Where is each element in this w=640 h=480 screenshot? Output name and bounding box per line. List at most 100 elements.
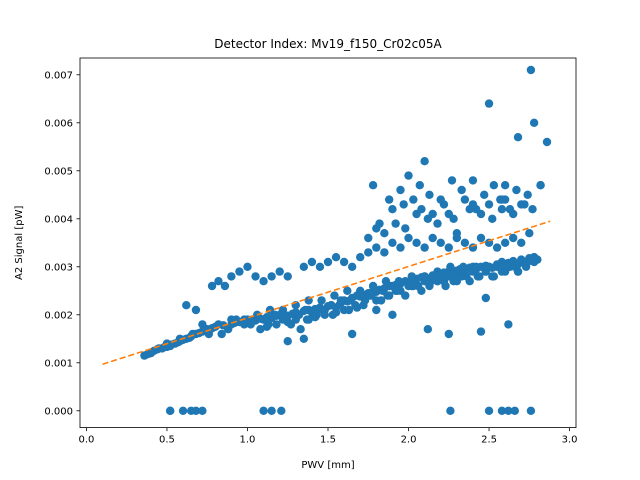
x-axis-label: PWV [mm] (301, 460, 354, 471)
data-point (523, 257, 532, 267)
y-tick-label: 0.003 (44, 262, 73, 273)
data-point (251, 272, 260, 281)
data-point (262, 315, 272, 324)
y-tick-label: 0.002 (44, 310, 73, 321)
data-point (307, 257, 317, 267)
data-point (331, 253, 341, 262)
data-point (296, 325, 305, 334)
data-point (165, 406, 175, 415)
data-point (476, 233, 486, 243)
data-point (412, 238, 421, 247)
data-point (528, 205, 537, 214)
data-point (368, 181, 378, 190)
data-point (409, 195, 418, 204)
data-point (510, 406, 520, 415)
data-point (526, 406, 536, 415)
data-point (436, 195, 445, 204)
data-point (433, 277, 442, 286)
data-point (283, 272, 292, 281)
data-point (428, 233, 437, 243)
data-point (299, 262, 309, 271)
data-point (286, 320, 296, 329)
y-tick-label: 0.006 (44, 118, 73, 129)
data-point (178, 406, 188, 415)
data-point (468, 200, 478, 209)
data-point (460, 195, 470, 204)
data-point (446, 262, 455, 271)
y-tick-label: 0.004 (44, 214, 73, 225)
data-point (425, 190, 434, 199)
data-point (471, 262, 481, 271)
data-point (446, 406, 455, 415)
data-point (381, 277, 391, 286)
y-tick-label: 0.007 (44, 70, 73, 81)
data-point (460, 238, 470, 247)
data-point (508, 233, 518, 243)
data-point (302, 315, 312, 324)
data-point (347, 329, 357, 339)
data-point (339, 257, 349, 267)
data-point (484, 262, 494, 271)
data-point (426, 277, 436, 286)
data-point (327, 301, 336, 310)
y-tick-label: 0.000 (44, 406, 73, 417)
data-point (256, 325, 265, 334)
data-point (401, 291, 410, 300)
data-point (457, 185, 466, 195)
x-tick-label: 3.0 (562, 435, 578, 446)
data-point (356, 253, 365, 262)
data-point (476, 327, 486, 336)
data-point (542, 137, 552, 147)
data-point (504, 406, 513, 415)
data-point (391, 219, 400, 228)
data-point (267, 406, 276, 415)
data-point (207, 281, 217, 291)
data-point (344, 305, 354, 315)
data-point (420, 243, 429, 252)
data-point (529, 257, 539, 267)
data-point (278, 315, 288, 324)
data-point (444, 329, 453, 339)
data-point (368, 281, 378, 291)
data-point (380, 229, 389, 238)
data-point (484, 200, 494, 209)
data-point (220, 281, 230, 291)
data-point (420, 272, 429, 281)
data-point (301, 305, 310, 315)
data-point (475, 272, 484, 281)
data-point (399, 200, 408, 209)
fit-line-layer (102, 220, 551, 366)
data-point (299, 334, 309, 343)
data-point (201, 325, 210, 334)
data-point (277, 406, 286, 415)
data-point (227, 272, 236, 281)
data-point (404, 281, 413, 291)
data-point (517, 200, 526, 209)
data-point (380, 248, 389, 257)
data-point (423, 325, 433, 334)
data-point (452, 277, 462, 286)
data-point (235, 267, 244, 276)
data-point (497, 205, 507, 214)
data-point (497, 406, 507, 415)
x-tick-label: 1.0 (240, 435, 256, 446)
data-point (328, 310, 338, 319)
data-point (513, 267, 523, 276)
x-tick-label: 2.5 (481, 435, 497, 446)
data-point (378, 286, 387, 295)
x-tick-label: 0.5 (159, 435, 175, 446)
data-point (364, 233, 373, 243)
data-point (481, 293, 491, 303)
x-tick-label: 0.0 (78, 435, 94, 446)
data-point (500, 181, 510, 190)
data-point (364, 248, 373, 257)
data-point (401, 224, 410, 233)
data-point (391, 286, 400, 295)
data-point (376, 296, 386, 305)
data-point (214, 320, 223, 329)
data-point (444, 243, 453, 252)
data-point (214, 277, 223, 286)
data-point (480, 190, 489, 199)
data-point (365, 291, 375, 300)
